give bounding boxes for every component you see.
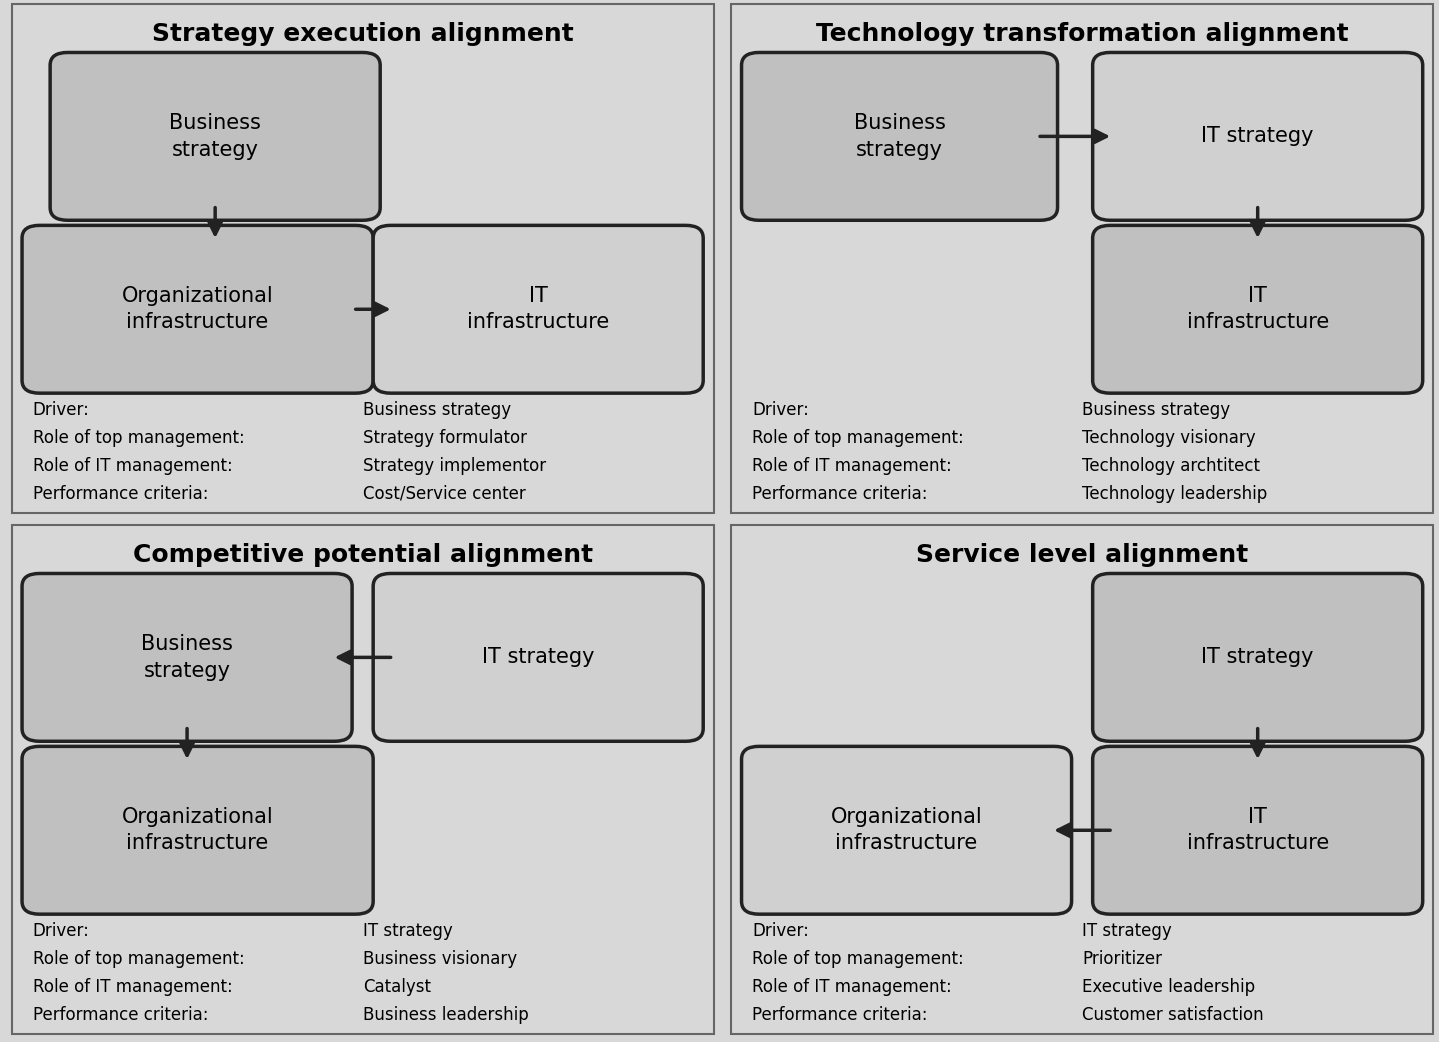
Text: Driver:: Driver:	[33, 401, 89, 419]
Text: Driver:: Driver:	[753, 401, 809, 419]
Text: Role of top management:: Role of top management:	[33, 949, 245, 968]
Text: Driver:: Driver:	[33, 922, 89, 940]
Text: Prioritizer: Prioritizer	[1082, 949, 1163, 968]
Text: Role of IT management:: Role of IT management:	[753, 456, 951, 475]
Text: Technology transformation alignment: Technology transformation alignment	[816, 22, 1348, 46]
Text: Role of IT management:: Role of IT management:	[33, 456, 232, 475]
FancyBboxPatch shape	[373, 225, 704, 393]
Text: Technology leadership: Technology leadership	[1082, 485, 1268, 502]
FancyBboxPatch shape	[1092, 52, 1423, 220]
Text: Performance criteria:: Performance criteria:	[33, 485, 209, 502]
Text: Strategy implementor: Strategy implementor	[363, 456, 545, 475]
Text: Business
strategy: Business strategy	[853, 114, 945, 159]
Text: Performance criteria:: Performance criteria:	[753, 1006, 928, 1023]
FancyBboxPatch shape	[22, 573, 353, 741]
Text: Technology archtitect: Technology archtitect	[1082, 456, 1261, 475]
Text: IT
infrastructure: IT infrastructure	[468, 287, 609, 332]
FancyBboxPatch shape	[731, 4, 1433, 513]
Text: IT strategy: IT strategy	[1082, 922, 1171, 940]
Text: Role of top management:: Role of top management:	[33, 428, 245, 447]
Text: Business
strategy: Business strategy	[141, 635, 233, 680]
FancyBboxPatch shape	[1092, 746, 1423, 914]
Text: Role of IT management:: Role of IT management:	[753, 977, 951, 996]
FancyBboxPatch shape	[12, 525, 714, 1034]
Text: Catalyst: Catalyst	[363, 977, 430, 996]
Text: Organizational
infrastructure: Organizational infrastructure	[830, 808, 983, 853]
Text: Business visionary: Business visionary	[363, 949, 517, 968]
Text: IT strategy: IT strategy	[363, 922, 452, 940]
Text: Technology visionary: Technology visionary	[1082, 428, 1256, 447]
Text: Business
strategy: Business strategy	[170, 114, 260, 159]
Text: Customer satisfaction: Customer satisfaction	[1082, 1006, 1263, 1023]
Text: Performance criteria:: Performance criteria:	[753, 485, 928, 502]
Text: IT
infrastructure: IT infrastructure	[1187, 287, 1328, 332]
Text: Business strategy: Business strategy	[363, 401, 511, 419]
FancyBboxPatch shape	[1092, 225, 1423, 393]
Text: Role of top management:: Role of top management:	[753, 949, 964, 968]
FancyBboxPatch shape	[12, 4, 714, 513]
Text: Strategy formulator: Strategy formulator	[363, 428, 527, 447]
FancyBboxPatch shape	[22, 746, 373, 914]
Text: Strategy execution alignment: Strategy execution alignment	[151, 22, 574, 46]
Text: IT strategy: IT strategy	[1202, 126, 1314, 146]
Text: Performance criteria:: Performance criteria:	[33, 1006, 209, 1023]
Text: Cost/Service center: Cost/Service center	[363, 485, 525, 502]
Text: Driver:: Driver:	[753, 922, 809, 940]
Text: Role of top management:: Role of top management:	[753, 428, 964, 447]
Text: Organizational
infrastructure: Organizational infrastructure	[122, 808, 273, 853]
FancyBboxPatch shape	[1092, 573, 1423, 741]
Text: Role of IT management:: Role of IT management:	[33, 977, 232, 996]
Text: Business strategy: Business strategy	[1082, 401, 1230, 419]
Text: IT strategy: IT strategy	[1202, 647, 1314, 667]
Text: Organizational
infrastructure: Organizational infrastructure	[122, 287, 273, 332]
FancyBboxPatch shape	[741, 746, 1072, 914]
Text: Competitive potential alignment: Competitive potential alignment	[132, 543, 593, 567]
Text: IT strategy: IT strategy	[482, 647, 594, 667]
Text: IT
infrastructure: IT infrastructure	[1187, 808, 1328, 853]
Text: Service level alignment: Service level alignment	[917, 543, 1248, 567]
FancyBboxPatch shape	[22, 225, 373, 393]
FancyBboxPatch shape	[731, 525, 1433, 1034]
FancyBboxPatch shape	[741, 52, 1058, 220]
FancyBboxPatch shape	[373, 573, 704, 741]
FancyBboxPatch shape	[50, 52, 380, 220]
Text: Business leadership: Business leadership	[363, 1006, 528, 1023]
Text: Executive leadership: Executive leadership	[1082, 977, 1255, 996]
